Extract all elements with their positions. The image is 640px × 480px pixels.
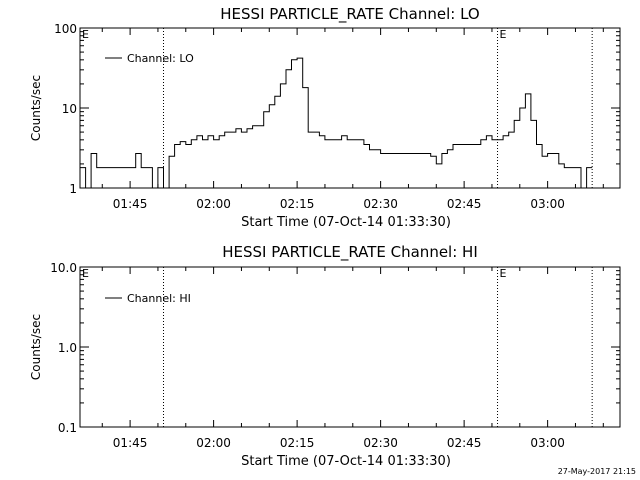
chart-lo-series [80,57,593,189]
chart-hi-frame [79,266,621,428]
y-tick-label: 10 [62,102,77,116]
flag-label: E [500,28,507,41]
chart-hi-xlabel: Start Time (07-Oct-14 01:33:30) [241,454,451,469]
y-tick-label: 10.0 [50,261,77,275]
x-tick-label: 01:45 [113,436,148,450]
y-tick-label: 1.0 [58,341,77,355]
x-tick-label: 02:00 [196,197,231,211]
x-tick-label: 03:00 [530,436,565,450]
chart-lo-ticks: 01:45 02:00 02:15 02:30 02:45 03:00 1 10 100 [54,22,620,211]
x-tick-label: 01:45 [113,197,148,211]
flag-label: E [500,267,507,280]
x-tick-label: 02:15 [280,197,315,211]
chart-lo-ylabel: Counts/sec [29,75,43,141]
x-tick-label: 02:45 [447,197,482,211]
chart-lo-title: HESSI PARTICLE_RATE Channel: LO [220,5,479,24]
chart-hi: HESSI PARTICLE_RATE Channel: HI 01:45 02:… [29,243,621,469]
flag-label: E [82,267,89,280]
chart-lo-dotted-lines [163,28,593,188]
chart-lo-legend-label: Channel: LO [127,52,194,65]
x-tick-label: 02:00 [196,436,231,450]
chart-hi-dotted-lines [163,267,593,427]
x-tick-label: 02:15 [280,436,315,450]
x-tick-label: 02:45 [447,436,482,450]
chart-hi-ylabel: Counts/sec [29,314,43,380]
y-tick-label: 0.1 [58,421,77,435]
flag-label: E [82,28,89,41]
y-tick-label: 100 [54,22,77,36]
chart-lo: HESSI PARTICLE_RATE Channel: LO 01:45 02:… [29,5,621,230]
series-line [80,57,593,189]
y-tick-label: 1 [69,182,77,196]
x-tick-label: 02:30 [363,436,398,450]
chart-lo-xlabel: Start Time (07-Oct-14 01:33:30) [241,215,451,230]
chart-hi-title: HESSI PARTICLE_RATE Channel: HI [222,243,478,262]
x-tick-label: 02:30 [363,197,398,211]
chart-hi-legend-label: Channel: HI [127,292,191,305]
footer-timestamp: 27-May-2017 21:15 [558,467,636,476]
chart-hi-ticks: 01:45 02:00 02:15 02:30 02:45 03:00 0.1 1.0 10.0 [50,261,620,450]
x-tick-label: 03:00 [530,197,565,211]
